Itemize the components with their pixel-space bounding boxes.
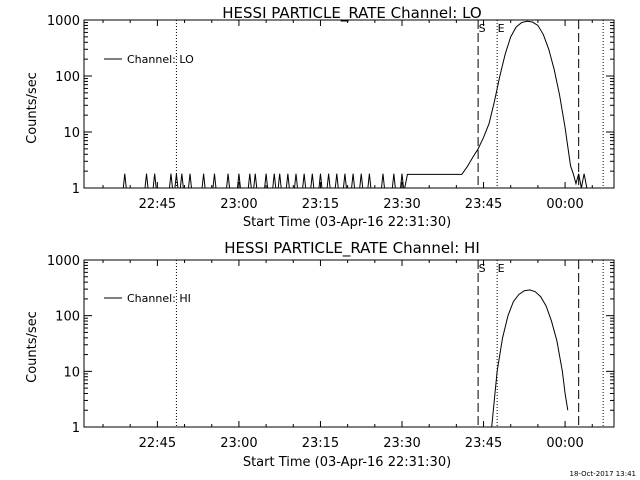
- x-axis-label: Start Time (03-Apr-16 22:31:30): [243, 455, 451, 470]
- x-tick-label: 22:45: [139, 197, 176, 212]
- legend: Channel: HI: [104, 292, 191, 305]
- x-tick-label: 23:45: [465, 436, 502, 451]
- y-axis-label: Counts/sec: [25, 72, 40, 144]
- x-tick-label: 22:45: [139, 436, 176, 451]
- x-tick-label: 00:00: [546, 197, 583, 212]
- x-tick-label: 23:00: [220, 197, 257, 212]
- panel-hi: HESSI PARTICLE_RATE Channel: HI Counts/s…: [25, 239, 615, 470]
- x-axis-label: Start Time (03-Apr-16 22:31:30): [243, 215, 451, 230]
- y-tick-label: 1000: [47, 14, 80, 29]
- y-tick-label: 100: [55, 310, 80, 325]
- y-tick-label: 10: [63, 365, 80, 380]
- y-tick-label: 1000: [47, 254, 80, 269]
- y-tick-label: 10: [63, 126, 80, 141]
- time-marker-label: S: [479, 22, 486, 35]
- x-tick-label: 23:45: [465, 197, 502, 212]
- x-tick-label: 23:30: [383, 197, 420, 212]
- x-tick-label: 23:30: [383, 436, 420, 451]
- series-line: [118, 20, 588, 189]
- time-marker-label: E: [498, 262, 505, 275]
- x-tick-label: 00:00: [546, 436, 583, 451]
- legend-label: Channel: LO: [127, 53, 194, 66]
- x-tick-label: 23:00: [220, 436, 257, 451]
- time-marker-label: E: [498, 22, 505, 35]
- x-tick-label: 23:15: [302, 197, 339, 212]
- y-axis-label: Counts/sec: [25, 311, 40, 383]
- legend: Channel: LO: [104, 53, 194, 66]
- y-tick-label: 1: [72, 182, 80, 197]
- x-tick-label: 23:15: [302, 436, 339, 451]
- y-tick-label: 1: [72, 421, 80, 436]
- timestamp: 18-Oct-2017 13:41: [570, 470, 636, 478]
- plot-frame: [83, 259, 615, 428]
- time-marker-label: S: [479, 262, 486, 275]
- chart-title: HESSI PARTICLE_RATE Channel: HI: [224, 239, 480, 258]
- chart-title: HESSI PARTICLE_RATE Channel: LO: [222, 4, 481, 23]
- legend-label: Channel: HI: [127, 292, 191, 305]
- y-tick-label: 100: [55, 70, 80, 85]
- panel-lo: HESSI PARTICLE_RATE Channel: LO Counts/s…: [25, 4, 615, 230]
- series-line: [491, 289, 569, 428]
